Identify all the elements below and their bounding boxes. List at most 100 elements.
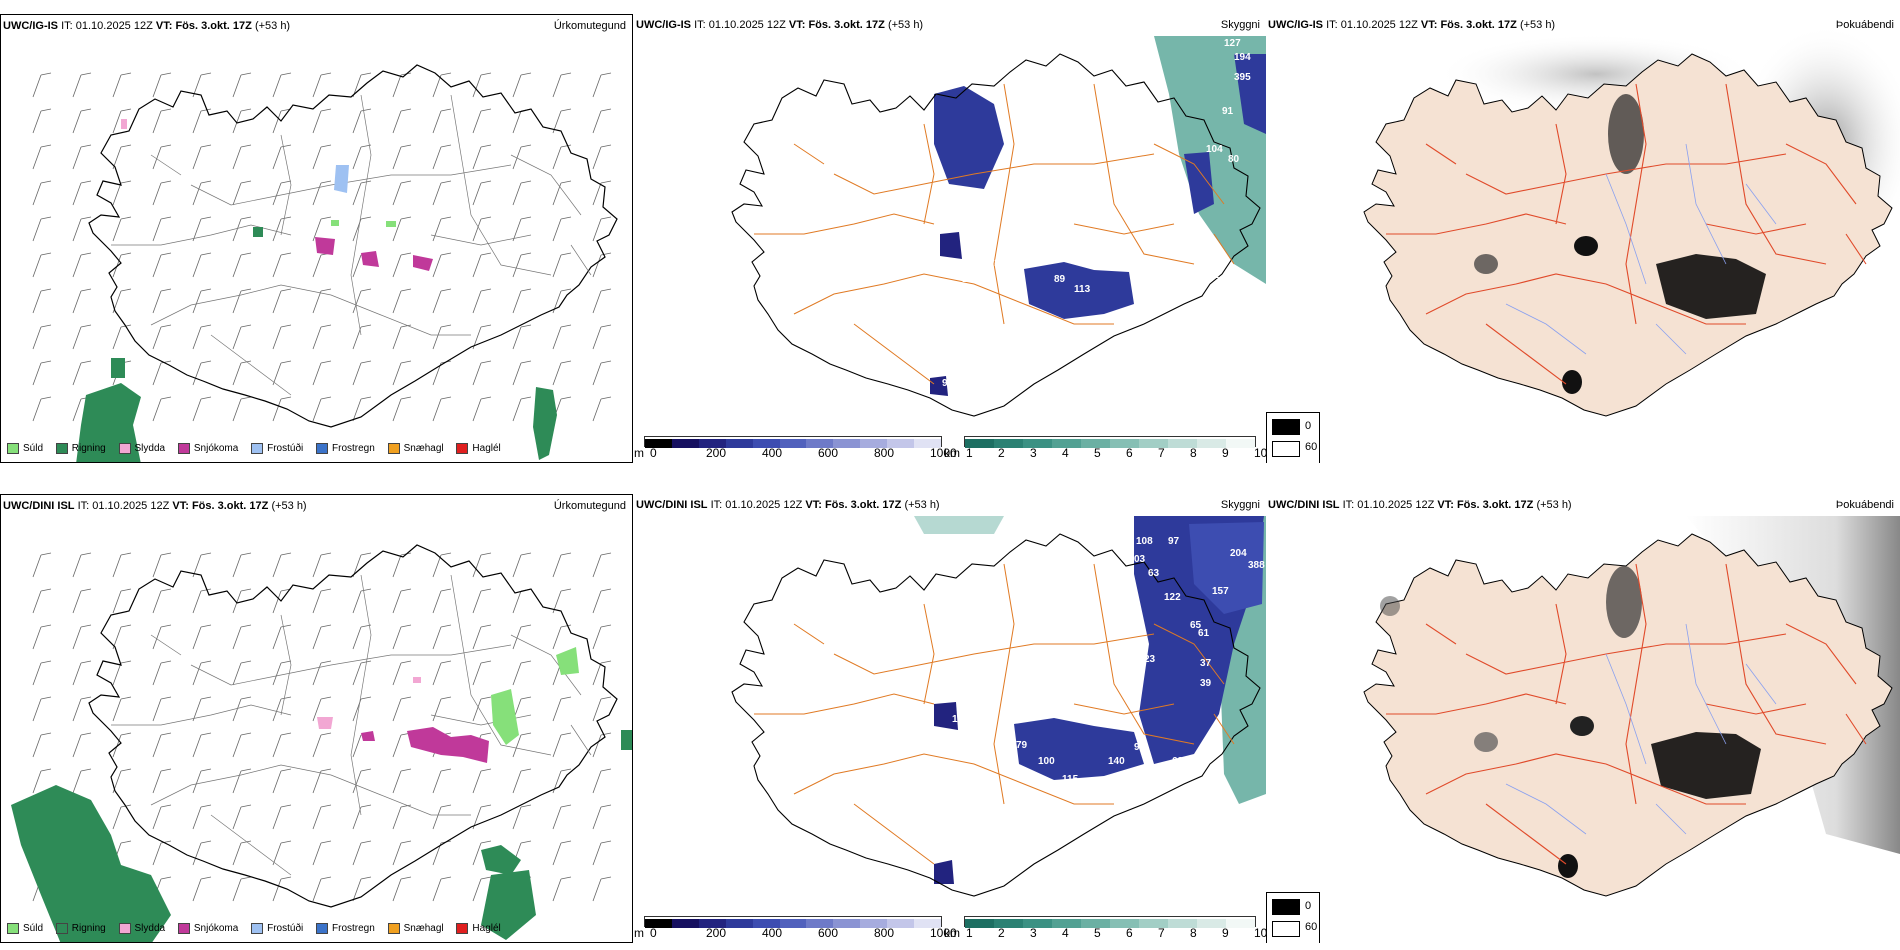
wind-barb bbox=[352, 324, 372, 350]
colorbar-segment bbox=[725, 919, 753, 928]
wind-barb bbox=[352, 804, 372, 830]
legend-item: Haglél bbox=[456, 442, 501, 454]
scale-tick-label: 4 bbox=[1062, 926, 1069, 940]
scale-tick-label: 1 bbox=[966, 926, 973, 940]
legend-swatch bbox=[387, 922, 400, 934]
legend-swatch bbox=[456, 922, 469, 934]
wind-barb bbox=[192, 876, 212, 902]
legend-swatch bbox=[316, 442, 329, 454]
wind-barb bbox=[552, 324, 572, 350]
wind-barb bbox=[232, 624, 252, 650]
cloud-base-scale: m 0 200 400 600 800 1000 bbox=[634, 436, 957, 460]
wind-barb bbox=[232, 768, 252, 794]
wind-barb bbox=[512, 324, 532, 350]
wind-barb bbox=[152, 696, 172, 722]
wind-barb bbox=[152, 108, 172, 134]
cloud-base-value: 194 bbox=[1234, 52, 1251, 63]
wind-barb bbox=[112, 108, 132, 134]
wind-barb bbox=[432, 288, 452, 314]
legend-item: Frostúði bbox=[251, 442, 303, 454]
wind-barb bbox=[592, 324, 612, 350]
cloud-base-value: 127 bbox=[1224, 38, 1241, 49]
visibility-colorbar bbox=[964, 916, 1256, 928]
wind-barb bbox=[592, 216, 612, 242]
cloud-base-value: 115 bbox=[1062, 774, 1079, 785]
panel-header: UWC/DINI ISL IT: 01.10.2025 12Z VT: Fös.… bbox=[1266, 494, 1900, 516]
cloud-base-value: 89 bbox=[1054, 274, 1066, 285]
wind-barb bbox=[112, 696, 132, 722]
wind-barb bbox=[352, 876, 372, 902]
land-fill bbox=[1363, 53, 1893, 417]
colorbar-segment bbox=[671, 439, 699, 448]
wind-barb bbox=[592, 252, 612, 278]
wind-barb bbox=[232, 360, 252, 386]
precip-areas bbox=[76, 119, 557, 462]
wind-barb bbox=[512, 732, 532, 758]
cloud-base-panel-row1: UWC/IG-IS IT: 01.10.2025 12Z VT: Fös. 3.… bbox=[634, 14, 1266, 463]
wind-barb bbox=[432, 396, 452, 422]
wind-barb bbox=[392, 144, 412, 170]
fog-swatch-high bbox=[1272, 419, 1300, 435]
colorbar-segment bbox=[994, 919, 1023, 928]
scale-unit: m bbox=[634, 446, 644, 460]
panel-header: UWC/IG-IS IT: 01.10.2025 12Z VT: Fös. 3.… bbox=[1266, 14, 1900, 36]
wind-barb bbox=[192, 396, 212, 422]
cloud-base-value: 91 bbox=[1222, 106, 1234, 117]
fog-legend-label: 0 bbox=[1305, 420, 1312, 432]
legend-item: Snjókoma bbox=[177, 442, 238, 454]
colorbar-segment bbox=[1226, 439, 1255, 448]
panel-title: Skyggni bbox=[1220, 19, 1260, 31]
wind-barb bbox=[232, 804, 252, 830]
wind-barb bbox=[272, 660, 292, 686]
wind-barb bbox=[32, 360, 52, 386]
legend-swatch bbox=[118, 922, 131, 934]
cloud-base-value: 12 bbox=[964, 236, 976, 247]
wind-barb bbox=[112, 216, 132, 242]
wind-barb bbox=[352, 288, 372, 314]
wind-barb bbox=[272, 108, 292, 134]
wind-barb bbox=[32, 216, 52, 242]
wind-barb bbox=[312, 324, 332, 350]
colorbar-segment bbox=[698, 439, 726, 448]
wind-barb bbox=[192, 144, 212, 170]
wind-barb bbox=[472, 660, 492, 686]
wind-barb bbox=[272, 180, 292, 206]
panel-header: UWC/IG-IS IT: 01.10.2025 12Z VT: Fös. 3.… bbox=[1, 15, 632, 37]
cloud-base-value: 157 bbox=[1212, 586, 1229, 597]
wind-barb bbox=[432, 696, 452, 722]
wind-barb bbox=[472, 108, 492, 134]
cloud-base-value: 100 bbox=[1038, 756, 1055, 767]
road-network bbox=[111, 94, 592, 396]
wind-barb bbox=[112, 552, 132, 578]
wind-barb bbox=[312, 108, 332, 134]
colorbar-segment bbox=[1110, 919, 1139, 928]
wind-barb bbox=[512, 252, 532, 278]
colorbar-segment bbox=[1139, 919, 1168, 928]
scale-tick-label: 1 bbox=[966, 446, 973, 460]
wind-barb bbox=[272, 252, 292, 278]
colorbar-segment bbox=[1197, 919, 1226, 928]
scale-tick-label: 400 bbox=[762, 926, 783, 940]
wind-barb bbox=[192, 252, 212, 278]
precip-type-panel-row2: UWC/DINI ISL IT: 01.10.2025 12Z VT: Fös.… bbox=[0, 494, 633, 943]
legend-swatch bbox=[118, 442, 131, 454]
wind-barb bbox=[272, 804, 292, 830]
precip-map bbox=[11, 544, 632, 942]
visibility-scale: km 1 2 3 4 5 6 7 8 9 10 bbox=[944, 916, 1266, 940]
wind-barb bbox=[32, 660, 52, 686]
scale-tick-label: 800 bbox=[874, 446, 895, 460]
cloud-base-value: 97 bbox=[1168, 536, 1180, 547]
cloud-base-value: 113 bbox=[1074, 284, 1091, 295]
wind-barb bbox=[392, 624, 412, 650]
wind-barb bbox=[312, 216, 332, 242]
colorbar-segment bbox=[994, 439, 1023, 448]
wind-barb bbox=[392, 588, 412, 614]
wind-barb bbox=[392, 324, 412, 350]
wind-barb bbox=[192, 360, 212, 386]
wind-barb bbox=[432, 108, 452, 134]
wind-barb bbox=[592, 624, 612, 650]
wind-barb bbox=[312, 696, 332, 722]
wind-barb bbox=[152, 804, 172, 830]
fog-index-panel-row1: UWC/IG-IS IT: 01.10.2025 12Z VT: Fös. 3.… bbox=[1266, 14, 1900, 463]
scale-tick-label: 5 bbox=[1094, 926, 1101, 940]
